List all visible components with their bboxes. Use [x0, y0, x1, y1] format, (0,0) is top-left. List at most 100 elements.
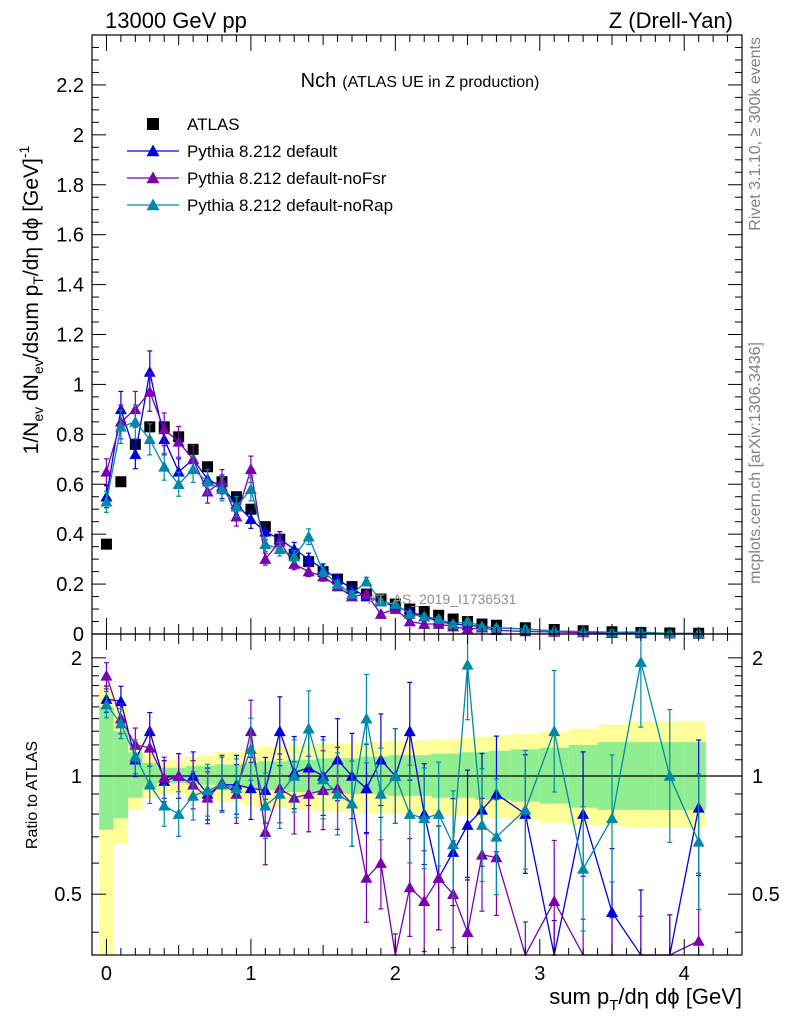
- legend: ATLAS Pythia 8.212 default Pythia 8.212 de…: [127, 115, 393, 215]
- legend-marker-square: [147, 118, 159, 130]
- y-tick-label: 0.8: [56, 424, 84, 446]
- data-point: [158, 460, 171, 472]
- ratio-point: [360, 782, 373, 794]
- data-point: [244, 463, 257, 475]
- data-point: [100, 495, 113, 507]
- legend-label: Pythia 8.212 default-noRap: [187, 196, 393, 215]
- data-point: [331, 578, 344, 589]
- data-point: [129, 415, 142, 427]
- legend-label: ATLAS: [187, 115, 240, 134]
- data-point: [100, 465, 113, 477]
- legend-label: Pythia 8.212 default-noFsr: [187, 169, 387, 188]
- header-left: 13000 GeV pp: [105, 8, 247, 33]
- main-panel: ATLAS_2019_I1736531 0 0.2 0.4 0.6 0.8 1 1.2 1.4…: [16, 34, 743, 646]
- data-point: [187, 463, 200, 475]
- ratio-point: [143, 741, 156, 753]
- data-point: [259, 538, 272, 549]
- y-tick-label: 1.6: [56, 225, 84, 247]
- ratio-point: [490, 830, 503, 842]
- legend-marker-triangle: [146, 171, 160, 184]
- data-point: [244, 483, 257, 495]
- data-point: [114, 420, 127, 432]
- y-axis-label: 1/Nev dNev/dsum pT/dη dϕ [GeV]-1: [16, 145, 46, 454]
- ratio-point: [461, 819, 474, 830]
- data-point: [273, 535, 286, 547]
- data-point: [129, 448, 142, 460]
- ratio-point: [692, 934, 705, 946]
- y-tick-label: 1.4: [56, 275, 84, 297]
- y-tick-label: 0.4: [56, 524, 84, 546]
- data-point: [317, 565, 330, 577]
- ratio-point: [692, 835, 705, 847]
- ratio-point: [432, 808, 445, 819]
- ratio-point: [374, 787, 387, 799]
- legend-marker-triangle: [146, 198, 160, 211]
- ratio-point: [302, 722, 315, 734]
- ratio-point: [288, 770, 301, 781]
- data-point: [172, 465, 185, 477]
- ratio-y-tick-label: 2: [71, 648, 82, 670]
- ratio-y-tick-label-right: 1: [752, 766, 763, 788]
- ratio-point: [403, 725, 416, 737]
- ratio-point: [244, 743, 257, 755]
- ratio-point: [418, 895, 431, 906]
- ratio-point: [216, 778, 228, 790]
- x-axis-label: sum pT/dη dϕ [GeV]: [549, 984, 742, 1014]
- legend-item: Pythia 8.212 default-noRap: [127, 196, 393, 215]
- ratio-point: [634, 656, 647, 667]
- ratio-point: [606, 906, 618, 917]
- data-point: [143, 385, 156, 397]
- ratio-point: [461, 658, 474, 670]
- data-point: [302, 530, 315, 542]
- data-point: [461, 615, 474, 627]
- legend-item: Pythia 8.212 default-noFsr: [127, 169, 387, 188]
- data-point: [302, 553, 315, 564]
- ratio-point: [548, 895, 561, 906]
- y-tick-label: 1.8: [56, 175, 84, 197]
- legend-label: Pythia 8.212 default: [187, 142, 338, 161]
- ratio-point: [100, 698, 113, 710]
- ratio-point: [172, 770, 185, 781]
- data-point: [201, 475, 214, 487]
- data-point: [360, 588, 373, 599]
- y-tick-label: 1.2: [56, 325, 84, 347]
- ratio-point: [403, 808, 416, 819]
- data-point: [374, 608, 387, 619]
- ratio-point: [346, 797, 358, 809]
- watermark: ATLAS_2019_I1736531: [368, 591, 517, 607]
- y-tick-label: 0.2: [56, 574, 84, 596]
- y-tick-label: 0.6: [56, 474, 84, 496]
- data-point: [432, 613, 445, 624]
- data-point: [216, 483, 228, 495]
- y-tick-label: 2.2: [56, 75, 84, 97]
- ratio-point: [259, 799, 272, 811]
- uncertainty-band-green: [99, 706, 114, 830]
- data-point: [115, 476, 127, 488]
- legend-item: ATLAS: [147, 115, 240, 134]
- data-point: [346, 588, 358, 599]
- data-point: [230, 500, 243, 512]
- data-point: [447, 618, 460, 629]
- ratio-point: [273, 787, 286, 799]
- data-point: [259, 553, 272, 564]
- y-tick-label: 2: [73, 125, 84, 147]
- data-point: [476, 620, 488, 632]
- data-point: [360, 575, 373, 587]
- x-tick-label: 2: [390, 963, 401, 985]
- ratio-point: [519, 803, 532, 815]
- ratio-point: [476, 819, 488, 830]
- svg-text:Nch(ATLAS UE in Z production): Nch (ATLAS UE in Z production): [301, 70, 540, 92]
- x-tick-label: 0: [101, 963, 112, 985]
- ratio-point: [663, 770, 676, 781]
- ratio-point: [360, 871, 373, 883]
- ratio-point: [129, 750, 142, 762]
- ratio-point: [403, 881, 416, 893]
- data-point: [172, 435, 185, 447]
- data-point: [143, 365, 156, 377]
- ratio-point: [606, 812, 618, 824]
- uncertainty-band-green: [489, 750, 511, 800]
- legend-marker-triangle: [146, 144, 160, 157]
- data-point: [418, 618, 431, 629]
- data-point: [158, 423, 171, 435]
